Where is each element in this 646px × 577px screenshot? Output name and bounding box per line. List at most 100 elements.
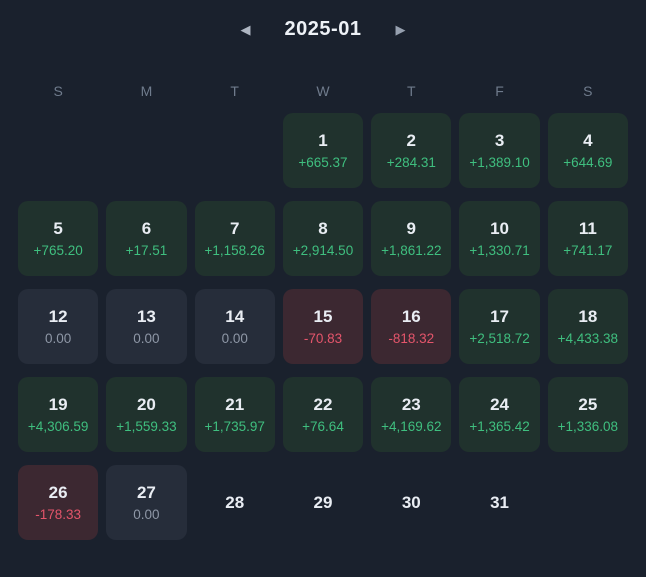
weekday-label: S [53, 83, 63, 99]
day-cell[interactable]: 8 +2,914.50 [282, 201, 364, 276]
day-pnl-value: +284.31 [386, 154, 436, 170]
day-cell[interactable]: 3 +1,389.10 [459, 113, 540, 188]
day-number: 31 [490, 493, 510, 512]
day-cell[interactable]: 1 +665.37 [282, 113, 364, 188]
day-pnl-value: +765.20 [33, 242, 83, 258]
day-number: 15 [313, 306, 333, 326]
day-cell[interactable]: 12 0.00 [18, 289, 99, 364]
month-title: 2025-01 [284, 18, 362, 40]
day-number: 6 [141, 218, 152, 238]
day-pnl-value: -70.83 [303, 330, 343, 346]
weekday-label: T [407, 83, 416, 99]
day-number: 14 [225, 306, 245, 326]
day-pnl-value: +2,518.72 [469, 330, 530, 346]
day-number: 3 [494, 130, 505, 150]
prev-month-button[interactable]: ◀ [235, 19, 257, 40]
day-number: 1 [318, 130, 328, 150]
day-number: 4 [583, 130, 593, 150]
day-number: 12 [48, 306, 68, 326]
day-number: 22 [313, 394, 333, 414]
day-cell[interactable]: 7 +1,158.26 [194, 201, 275, 276]
weekday-label: W [316, 83, 330, 99]
day-cell[interactable]: 15 -70.83 [282, 289, 364, 364]
day-cell[interactable]: 22 +76.64 [282, 377, 364, 452]
day-cell[interactable]: 5 +765.20 [18, 201, 99, 276]
day-cell[interactable]: 25 +1,336.08 [547, 377, 628, 452]
next-month-button[interactable]: ▶ [389, 19, 411, 40]
day-cell[interactable]: 30 [371, 465, 451, 540]
day-pnl-value: +2,914.50 [292, 242, 354, 258]
day-number: 23 [401, 394, 421, 414]
day-number: 27 [136, 482, 156, 502]
day-cell[interactable]: 16 -818.32 [371, 289, 452, 364]
calendar-grid: 1 +665.37 2 +284.31 3 +1,389.10 4 +644.69 5 +765.… [0, 113, 646, 540]
day-number: 5 [53, 218, 63, 238]
day-cell[interactable]: 2 +284.31 [371, 113, 452, 188]
day-number: 29 [313, 493, 333, 512]
day-pnl-value: +4,169.62 [381, 418, 442, 434]
day-number: 8 [318, 218, 328, 238]
blank-cell [548, 465, 628, 540]
day-pnl-value: +741.17 [563, 242, 613, 258]
day-pnl-value: +644.69 [563, 154, 613, 170]
day-number: 10 [490, 218, 510, 238]
weekday-label: S [583, 83, 593, 99]
day-pnl-value: +4,433.38 [557, 330, 619, 346]
day-number: 2 [406, 130, 417, 150]
day-cell[interactable]: 19 +4,306.59 [18, 377, 99, 452]
day-pnl-value: +1,861.22 [381, 242, 442, 258]
day-cell[interactable]: 13 0.00 [106, 289, 187, 364]
day-cell[interactable]: 21 +1,735.97 [194, 377, 275, 452]
day-number: 20 [136, 394, 156, 414]
day-cell[interactable]: 24 +1,365.42 [459, 377, 540, 452]
day-number: 11 [578, 218, 597, 238]
day-cell[interactable]: 18 +4,433.38 [547, 289, 628, 364]
day-pnl-value: +1,389.10 [469, 154, 530, 170]
day-cell[interactable]: 20 +1,559.33 [106, 377, 187, 452]
blank-cell [18, 113, 98, 188]
day-pnl-value: +1,158.26 [204, 242, 265, 258]
day-cell[interactable]: 10 +1,330.71 [459, 201, 540, 276]
day-cell[interactable]: 26 -178.33 [18, 465, 99, 540]
day-number: 13 [136, 306, 156, 326]
day-number: 30 [401, 493, 421, 512]
day-cell[interactable]: 9 +1,861.22 [371, 201, 452, 276]
day-cell[interactable]: 23 +4,169.62 [371, 377, 452, 452]
day-pnl-value: +1,365.42 [469, 418, 530, 434]
day-cell[interactable]: 29 [283, 465, 363, 540]
day-cell[interactable]: 4 +644.69 [547, 113, 628, 188]
pnl-calendar: ◀ 2025-01 ▶ S M T W T F S 1 +665.37 2 +284.31 3 +1,… [0, 0, 646, 540]
day-number: 18 [578, 306, 598, 326]
day-cell[interactable]: 6 +17.51 [106, 201, 187, 276]
day-pnl-value: +1,735.97 [204, 418, 265, 434]
day-number: 7 [229, 218, 240, 238]
weekday-label: M [140, 83, 153, 99]
day-pnl-value: +665.37 [298, 154, 348, 170]
day-number: 24 [490, 394, 510, 414]
day-pnl-value: 0.00 [45, 330, 72, 346]
day-pnl-value: +76.64 [302, 418, 344, 434]
day-number: 17 [490, 306, 510, 326]
day-cell[interactable]: 11 +741.17 [547, 201, 628, 276]
day-cell[interactable]: 31 [459, 465, 539, 540]
day-cell[interactable]: 17 +2,518.72 [459, 289, 540, 364]
day-number: 21 [225, 394, 245, 414]
blank-cell [106, 113, 186, 188]
weekday-label: F [495, 83, 504, 99]
weekday-label: T [230, 83, 239, 99]
day-pnl-value: 0.00 [133, 506, 160, 522]
day-pnl-value: +1,559.33 [116, 418, 177, 434]
day-pnl-value: 0.00 [221, 330, 248, 346]
day-cell[interactable]: 14 0.00 [194, 289, 275, 364]
day-number: 19 [48, 394, 68, 414]
day-pnl-value: -178.33 [35, 506, 82, 522]
day-number: 9 [406, 218, 417, 238]
day-cell[interactable]: 28 [195, 465, 275, 540]
day-pnl-value: +17.51 [125, 242, 168, 258]
calendar-header: ◀ 2025-01 ▶ [0, 0, 646, 41]
day-number: 25 [578, 394, 598, 414]
day-pnl-value: -818.32 [388, 330, 435, 346]
day-cell[interactable]: 27 0.00 [106, 465, 187, 540]
blank-cell [195, 113, 275, 188]
day-pnl-value: +4,306.59 [27, 418, 89, 434]
